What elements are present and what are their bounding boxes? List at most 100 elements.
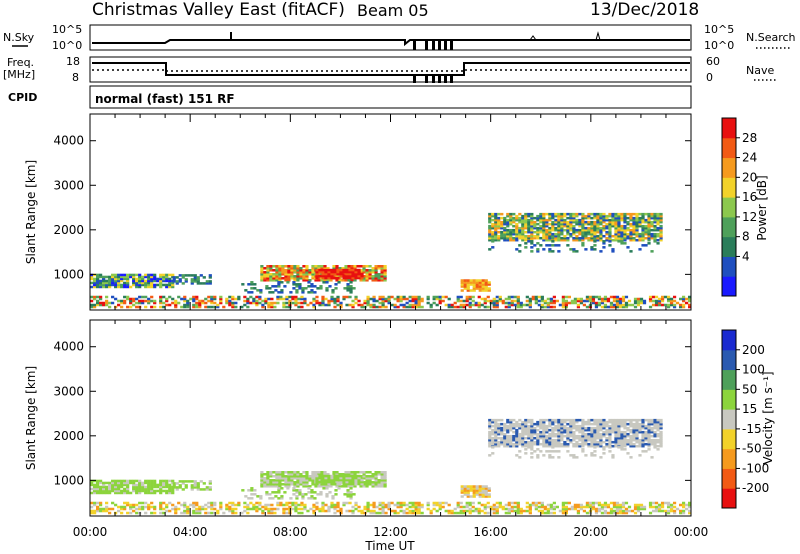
velocity-cell-917 (542, 420, 546, 424)
power-cell-1770 (405, 297, 409, 301)
velocity-cell-762 (503, 438, 507, 442)
power-cell-1301 (641, 218, 645, 222)
power-cell-29 (102, 275, 106, 279)
velocity-cell-289 (293, 471, 297, 474)
power-cell-998 (563, 220, 567, 224)
velocity-cell-1052 (578, 428, 582, 432)
velocity-cell-636 (343, 493, 347, 496)
power-colorbar-segment-5 (722, 177, 736, 198)
velocity-cell-717 (491, 436, 495, 440)
power-cell-1029 (572, 226, 576, 230)
velocity-cell-1555 (204, 507, 208, 511)
power-cell-615 (307, 285, 311, 288)
velocity-cell-602 (292, 487, 296, 490)
velocity-cell-1285 (638, 438, 642, 442)
power-cell-2068 (666, 299, 671, 303)
velocity-cell-1719 (366, 509, 370, 513)
velocity-cell-1079 (584, 420, 588, 424)
power-cell-1531 (183, 297, 187, 301)
velocity-cell-2037 (636, 507, 641, 511)
power-cell-255 (281, 277, 285, 280)
power-cell-76 (126, 279, 130, 283)
power-cell-1137 (599, 220, 603, 224)
power-cell-380 (332, 265, 336, 268)
power-cell-595 (280, 289, 284, 292)
power-cell-1690 (333, 301, 337, 305)
power-cell-1955 (573, 301, 578, 305)
power-cell-850 (524, 212, 528, 216)
power-cell-1098 (590, 224, 594, 228)
power-cell-1698 (339, 303, 343, 307)
velocity-cell-1229 (623, 432, 627, 436)
velocity-cell-1864 (492, 505, 496, 509)
velocity-cell-2085 (681, 505, 686, 509)
velocity-cell-1189 (614, 432, 618, 436)
power-cell-1546 (195, 297, 199, 301)
power-cell-1234 (623, 214, 627, 218)
velocity-cell-1637 (282, 503, 286, 507)
velocity-cell-895 (539, 442, 543, 446)
velocity-cell-1979 (591, 501, 596, 505)
power-cell-803 (512, 212, 516, 216)
velocity-cell-302 (299, 475, 303, 478)
velocity-cell-1176 (611, 430, 615, 434)
power-cell-291 (296, 277, 300, 280)
velocity-cell-1956 (573, 505, 578, 509)
velocity-cell-655 (463, 487, 467, 490)
power-cell-1366 (659, 228, 663, 232)
velocity-cell-407 (344, 473, 348, 476)
velocity-cell-987 (560, 426, 564, 430)
velocity-cell-622 (313, 491, 317, 494)
velocity-cell-1826 (459, 509, 463, 513)
velocity-cell-1756 (396, 511, 400, 515)
power-cell-1651 (294, 301, 298, 305)
velocity-cell-324 (311, 481, 315, 484)
velocity-cell-1119 (596, 436, 600, 440)
velocity-cell-1395 (548, 454, 552, 457)
power-cell-651 (460, 279, 464, 282)
velocity-cell-1952 (567, 501, 571, 505)
velocity-cell-1244 (626, 418, 630, 422)
velocity-cell-973 (557, 428, 561, 432)
power-cell-2026 (624, 303, 629, 307)
power-cell-75 (126, 281, 130, 285)
power-cell-1354 (656, 226, 660, 230)
velocity-cell-200 (208, 488, 212, 491)
velocity-cell-1685 (327, 505, 331, 509)
power-cell-1277 (635, 220, 639, 224)
velocity-cell-1458 (105, 501, 109, 505)
velocity-cell-453 (365, 475, 369, 478)
velocity-cell-730 (494, 432, 498, 436)
power-cell-1839 (468, 297, 472, 301)
velocity-cell-794 (512, 444, 516, 448)
power-cell-1822 (456, 299, 460, 303)
power-cell-1852 (483, 305, 487, 309)
power-cell-1243 (626, 216, 630, 220)
power-cell-1853 (483, 301, 487, 305)
power-cell-814 (515, 216, 519, 220)
velocity-cell-506 (321, 480, 325, 484)
velocity-cell-1397 (551, 456, 555, 459)
velocity-cell-583 (265, 491, 269, 494)
velocity-cell-1410 (584, 454, 588, 457)
power-cell-1250 (629, 228, 633, 232)
power-cell-1679 (321, 297, 325, 301)
velocity-cell-1663 (303, 505, 307, 509)
power-cell-1140 (599, 214, 603, 218)
power-cell-1847 (477, 303, 481, 307)
power-cell-515 (327, 276, 331, 280)
velocity-cell-1018 (569, 428, 573, 432)
velocity-cell-1085 (587, 432, 591, 436)
velocity-cell-620 (310, 489, 314, 492)
power-cell-1927 (546, 303, 550, 307)
power-cell-1405 (572, 250, 576, 253)
power-cell-4 (90, 273, 94, 277)
velocity-cell-1506 (159, 507, 163, 511)
power-cell-736 (494, 214, 498, 218)
velocity-cell-1568 (213, 501, 217, 505)
velocity-cell-1266 (632, 424, 636, 428)
power-cell-1801 (432, 297, 436, 301)
velocity-cell-2081 (678, 509, 683, 513)
velocity-cell-886 (536, 440, 540, 444)
power-cell-2082 (678, 297, 683, 301)
